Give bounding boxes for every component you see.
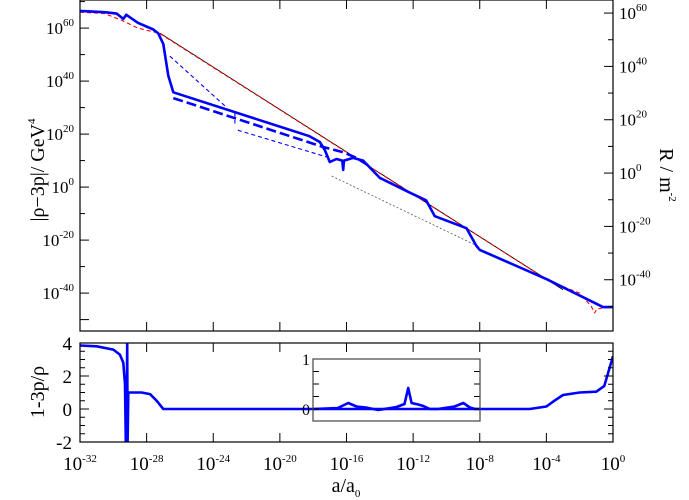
inset-y-tick-label: 1 — [302, 352, 310, 369]
y-axis-label-left-sup: 4 — [26, 118, 38, 124]
y-tick-label-left: 1020 — [46, 123, 75, 144]
y-tick-label-right: 10-40 — [619, 269, 651, 290]
top-series-line-3 — [237, 129, 330, 159]
y-tick-label-bottom: 4 — [63, 334, 73, 355]
top-series-line-4 — [172, 96, 372, 169]
top-panel: 1060 1040 1020 100 10-20 10-40 1060 1040 1020 100… — [42, 0, 651, 332]
x-tick-label: 10-4 — [532, 453, 561, 475]
x-tick-label: 10-32 — [63, 453, 97, 475]
y-axis-label-bottom: 1-3p/ρ — [27, 366, 49, 418]
y-axis-label-right-base: R / m — [655, 148, 677, 193]
y-axis-label-left-base: |ρ−3p|/ GeV — [27, 123, 49, 221]
y-tick-label-right: 1020 — [619, 109, 648, 130]
top-plot-frame — [79, 0, 614, 332]
y-axis-label-right: R / m-2 — [655, 148, 678, 202]
top-series-line-5 — [80, 9, 613, 309]
x-axis-label: a/a0 — [332, 475, 361, 500]
x-tick-label: 10-20 — [263, 453, 297, 475]
bottom-plot-frame — [79, 342, 614, 443]
inset-series-line-0 — [312, 386, 480, 412]
y-tick-label-left: 100 — [52, 176, 75, 197]
y-axis-label-left: |ρ−3p|/ GeV4 — [26, 118, 49, 222]
top-series-line-1 — [331, 175, 477, 246]
y-tick-label-left: 1040 — [46, 70, 75, 91]
top-series — [80, 9, 613, 314]
x-tick-label: 10-16 — [330, 453, 364, 475]
y-tick-label-right: 10-20 — [619, 215, 651, 236]
y-tick-label-right: 1060 — [619, 2, 648, 23]
x-tick-label: 10-12 — [396, 453, 430, 475]
inset-frame — [312, 358, 481, 422]
y-tick-label-right: 100 — [619, 162, 642, 183]
y-axis-label-right-sup: -2 — [666, 193, 678, 202]
y-tick-label-bottom: -2 — [56, 433, 72, 454]
bottom-series — [80, 343, 613, 442]
y-tick-label-left: 1060 — [46, 17, 75, 38]
y-tick-label-bottom: 0 — [63, 400, 73, 421]
x-tick-label: 10-8 — [466, 453, 495, 475]
y-tick-label-left: 10-40 — [42, 282, 74, 303]
inset-y-tick-label: 0 — [302, 402, 310, 419]
x-axis-label-sub: 0 — [355, 488, 361, 500]
y-tick-label-bottom: 2 — [63, 367, 73, 388]
x-tick-label: 10-24 — [196, 453, 230, 475]
y-tick-label-right: 1040 — [619, 55, 648, 76]
x-tick-label: 10-28 — [130, 453, 164, 475]
top-series-line-3 — [169, 55, 227, 108]
bottom-series-line-0 — [80, 343, 613, 442]
bottom-panel: 4 2 0 -210-32 10-28 10-24 10-20 10-16 10-12 10-8 1… — [56, 334, 626, 475]
x-tick-label: 100 — [601, 453, 626, 475]
top-series-line-2 — [80, 11, 613, 314]
y-tick-label-left: 10-20 — [42, 229, 74, 250]
x-axis-label-base: a/a — [332, 475, 355, 497]
inset-panel: 10 — [302, 352, 481, 422]
